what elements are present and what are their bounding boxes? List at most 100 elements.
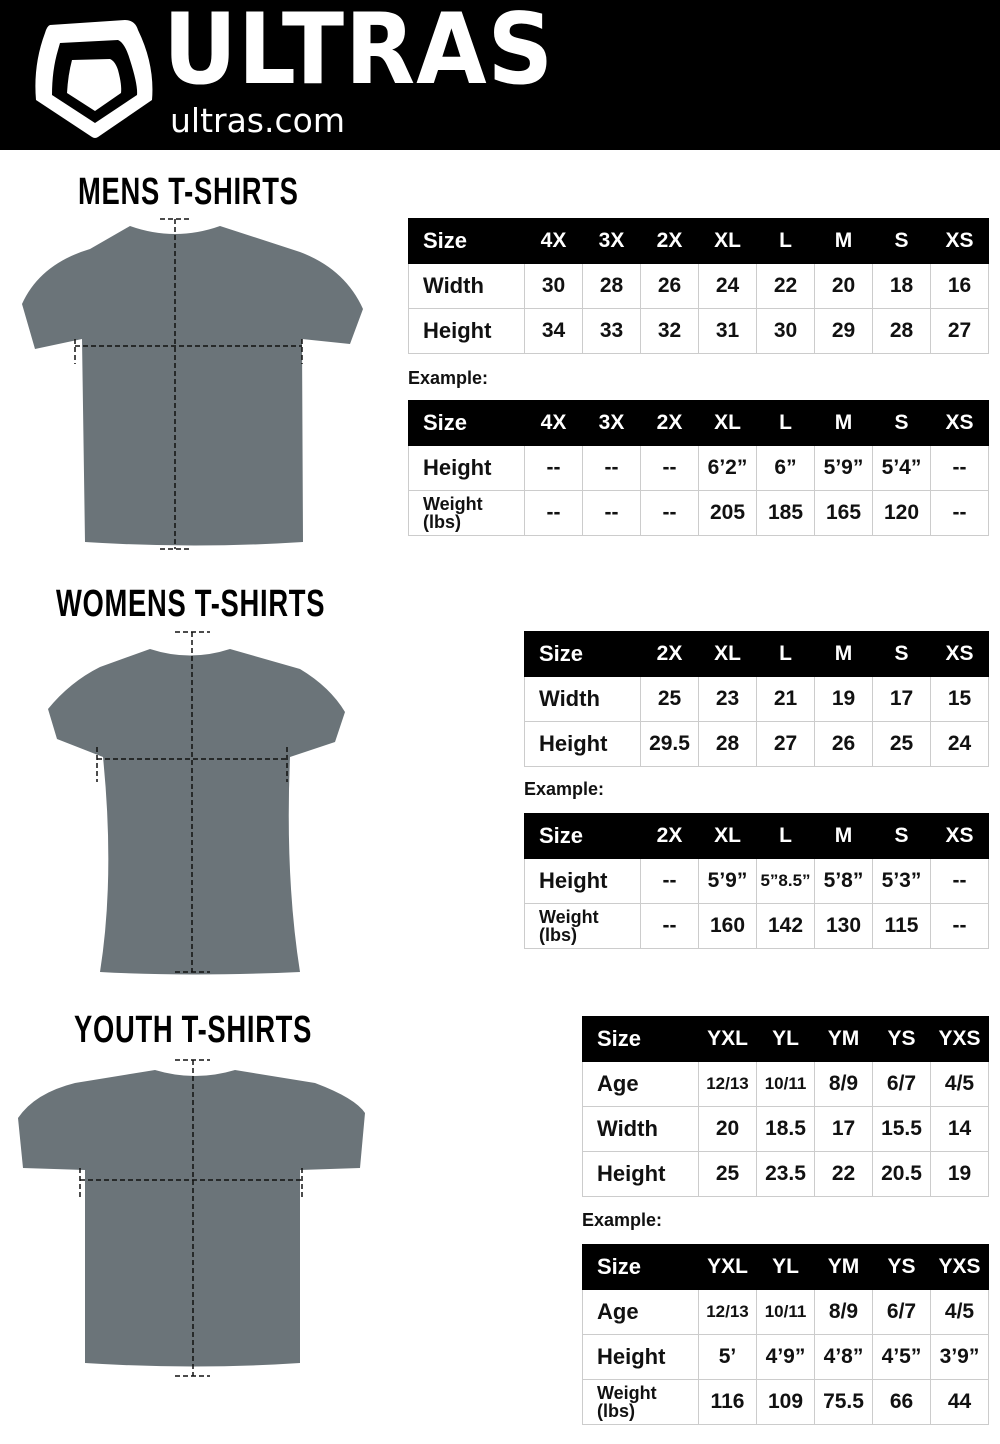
table-cell: 2X: [640, 631, 699, 677]
row-label: Height: [582, 1151, 699, 1197]
table-cell: XL: [698, 218, 757, 264]
table-cell: 5’: [698, 1334, 757, 1380]
table-cell: 6”: [756, 445, 815, 491]
table-cell: 4’8”: [814, 1334, 873, 1380]
table-cell: 34: [524, 308, 583, 354]
mens-example-label: Example:: [408, 368, 489, 388]
table-cell: 142: [756, 903, 815, 949]
table-row: Height -- -- -- 6’2” 6” 5’9” 5’4” --: [408, 445, 989, 491]
table-cell: L: [756, 631, 815, 677]
table-cell: 29: [814, 308, 873, 354]
table-cell: S: [872, 631, 931, 677]
table-cell: YM: [814, 1016, 873, 1062]
table-cell: 24: [698, 263, 757, 309]
row-label: Age: [582, 1289, 699, 1335]
table-cell: YXL: [698, 1016, 757, 1062]
mens-title: MENS T-SHIRTS: [78, 171, 299, 213]
table-cell: 10/11: [756, 1289, 815, 1335]
table-cell: 4’5”: [872, 1334, 931, 1380]
table-cell: 19: [814, 676, 873, 722]
table-cell: 4/5: [930, 1289, 989, 1335]
table-cell: 14: [930, 1106, 989, 1152]
table-cell: 44: [930, 1379, 989, 1425]
table-cell: 115: [872, 903, 931, 949]
womens-example-label: Example:: [524, 779, 605, 799]
table-row: Height 25 23.5 22 20.5 19: [582, 1151, 989, 1197]
womens-size-table: Size 2X XL L M S XS Width 25 23 21 19 17 15 Height 29.5…: [524, 631, 989, 767]
table-cell: 160: [698, 903, 757, 949]
table-row: Age 12/13 10/11 8/9 6/7 4/5: [582, 1289, 989, 1335]
table-cell: M: [814, 813, 873, 859]
table-cell: L: [756, 400, 815, 446]
table-cell: --: [640, 903, 699, 949]
table-cell: 8/9: [814, 1289, 873, 1335]
table-cell: XS: [930, 631, 989, 677]
table-row: Width 25 23 21 19 17 15: [524, 676, 989, 722]
table-cell: XS: [930, 400, 989, 446]
table-cell: 23.5: [756, 1151, 815, 1197]
table-cell: 120: [872, 490, 931, 536]
youth-example-label: Example:: [582, 1210, 663, 1230]
table-header-row: Size YXL YL YM YS YXS: [582, 1016, 989, 1062]
row-label: Size: [408, 400, 525, 446]
table-cell: XS: [930, 813, 989, 859]
table-cell: 12/13: [698, 1061, 757, 1107]
table-cell: 22: [756, 263, 815, 309]
table-header-row: Size 4X 3X 2X XL L M S XS: [408, 400, 989, 446]
table-cell: 5’9”: [814, 445, 873, 491]
row-label: Height: [408, 308, 525, 354]
table-cell: 26: [814, 721, 873, 767]
youth-shirt-image: [18, 1059, 365, 1377]
table-cell: 28: [698, 721, 757, 767]
table-cell: YS: [872, 1016, 931, 1062]
table-cell: XL: [698, 813, 757, 859]
table-cell: 22: [814, 1151, 873, 1197]
table-cell: S: [872, 218, 931, 264]
table-cell: 109: [756, 1379, 815, 1425]
table-cell: S: [872, 813, 931, 859]
table-header-row: Size 2X XL L M S XS: [524, 631, 989, 677]
table-cell: 15.5: [872, 1106, 931, 1152]
table-cell: YXL: [698, 1244, 757, 1290]
table-row: Width 30 28 26 24 22 20 18 16: [408, 263, 989, 309]
row-label: Width: [408, 263, 525, 309]
table-cell: S: [872, 400, 931, 446]
table-cell: 33: [582, 308, 641, 354]
table-cell: 3X: [582, 400, 641, 446]
table-cell: --: [930, 858, 989, 904]
table-cell: 15: [930, 676, 989, 722]
table-cell: 20.5: [872, 1151, 931, 1197]
table-header-row: Size 4X 3X 2X XL L M S XS: [408, 218, 989, 264]
table-cell: 130: [814, 903, 873, 949]
table-cell: 4/5: [930, 1061, 989, 1107]
row-label: Width: [582, 1106, 699, 1152]
shield-icon: [35, 20, 153, 138]
table-cell: --: [640, 490, 699, 536]
table-cell: YL: [756, 1244, 815, 1290]
table-header-row: Size 2X XL L M S XS: [524, 813, 989, 859]
table-cell: 28: [582, 263, 641, 309]
womens-shirt-image: [48, 631, 345, 975]
table-cell: 32: [640, 308, 699, 354]
table-cell: 185: [756, 490, 815, 536]
table-cell: --: [524, 490, 583, 536]
table-cell: YXS: [930, 1244, 989, 1290]
row-label: Height: [582, 1334, 699, 1380]
row-label: Size: [582, 1244, 699, 1290]
table-cell: 2X: [640, 813, 699, 859]
table-row: Width 20 18.5 17 15.5 14: [582, 1106, 989, 1152]
row-label: Size: [524, 631, 641, 677]
table-cell: 25: [640, 676, 699, 722]
table-cell: YL: [756, 1016, 815, 1062]
youth-example-table: Size YXL YL YM YS YXS Age 12/13 10/11 8/9 6/7 4/5 He…: [582, 1244, 989, 1425]
table-cell: XL: [698, 400, 757, 446]
table-header-row: Size YXL YL YM YS YXS: [582, 1244, 989, 1290]
row-label: Age: [582, 1061, 699, 1107]
table-cell: 25: [698, 1151, 757, 1197]
table-cell: 18: [872, 263, 931, 309]
table-cell: 5’3”: [872, 858, 931, 904]
table-cell: 5’4”: [872, 445, 931, 491]
table-cell: M: [814, 400, 873, 446]
table-cell: 12/13: [698, 1289, 757, 1335]
table-cell: M: [814, 218, 873, 264]
